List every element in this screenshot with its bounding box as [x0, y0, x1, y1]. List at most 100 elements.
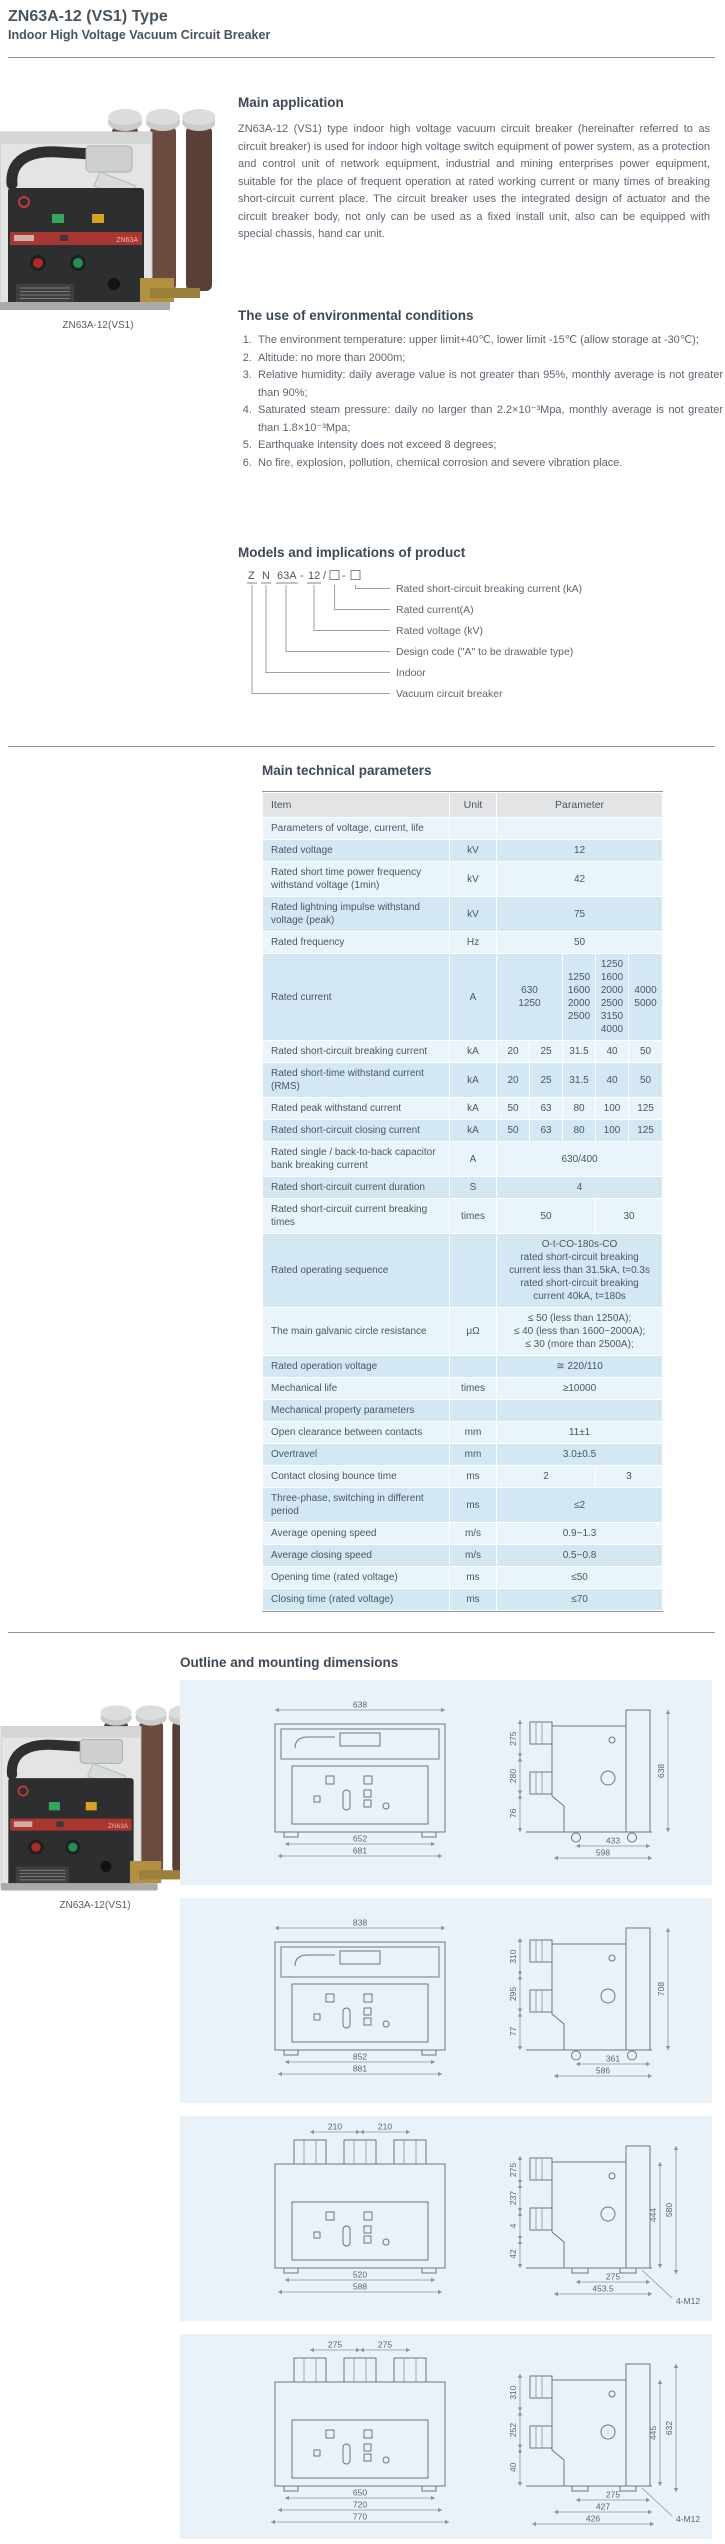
- param-value-cell: 3.0±0.5: [497, 1444, 663, 1465]
- dimension-label: 76: [508, 1808, 518, 1818]
- model-label: Rated current(A): [396, 604, 474, 616]
- table-row: Rated short-circuit breaking current kA 20…: [263, 1041, 663, 1062]
- param-unit-cell: A: [450, 1142, 496, 1176]
- param-value-cell: 31.5: [563, 1063, 595, 1097]
- model-code-part: 63A: [277, 570, 297, 582]
- param-unit-cell: kA: [450, 1120, 496, 1141]
- param-unit-cell: mm: [450, 1444, 496, 1465]
- list-item: Saturated steam pressure: daily no large…: [255, 402, 723, 437]
- param-unit-cell: ms: [450, 1567, 496, 1588]
- dimension-label: 275: [328, 2340, 342, 2350]
- table-row: Rated short-circuit current duration S 4: [263, 1177, 663, 1198]
- dimension-label: 42: [508, 2249, 518, 2259]
- param-item-cell: Mechanical life: [263, 1378, 449, 1399]
- model-label: Rated voltage (kV): [396, 625, 483, 637]
- dimension-label: 252: [508, 2423, 518, 2437]
- param-value-cell: 3: [596, 1466, 663, 1487]
- param-unit-cell: kA: [450, 1098, 496, 1119]
- dimension-label: 638: [656, 1764, 666, 1778]
- param-unit-cell: m/s: [450, 1523, 496, 1544]
- param-value-cell: 40: [596, 1063, 628, 1097]
- model-code-box: [350, 570, 361, 580]
- dimension-label: 650: [353, 2488, 367, 2498]
- param-value-cell: 1250 1600 2000 2500 3150 4000: [596, 954, 628, 1040]
- param-value-cell: 630/400: [497, 1142, 663, 1176]
- param-item-cell: Rated frequency: [263, 932, 449, 953]
- param-value-cell: 50: [497, 1199, 595, 1233]
- model-code-diagram: Z N 63A - 12 / - Rated short-circuit bre…: [247, 570, 582, 700]
- table-row: Parameters of voltage, current, life: [263, 818, 663, 839]
- param-item-cell: Rated short time power frequency withsta…: [263, 862, 449, 896]
- model-code-separator: -: [300, 570, 304, 582]
- param-value-cell: 4000 5000: [629, 954, 663, 1040]
- param-item-cell: Rated operating sequence: [263, 1234, 449, 1307]
- dimension-label: 4: [508, 2223, 518, 2228]
- outline-drawing: 275 275 650 720 770 310 252 40 445 632 275 427 426 4-…: [271, 2340, 700, 2527]
- param-unit-cell: kV: [450, 840, 496, 861]
- param-unit-cell: Hz: [450, 932, 496, 953]
- dimension-label: 310: [508, 2385, 518, 2399]
- dimension-label: 838: [353, 1918, 367, 1928]
- param-value-cell: ≤2: [497, 1488, 663, 1522]
- list-item: The environment temperature: upper limit…: [255, 332, 723, 350]
- table-row: Average opening speed m/s 0.9~1.3: [263, 1523, 663, 1544]
- param-item-cell: Rated short-circuit current breaking tim…: [263, 1199, 449, 1233]
- page-title: ZN63A-12 (VS1) Type: [8, 8, 168, 25]
- dimension-label: 520: [353, 2270, 367, 2280]
- list-item: No fire, explosion, pollution, chemical …: [255, 455, 723, 473]
- dimension-label: 275: [508, 1731, 518, 1745]
- photo-caption: ZN63A-12(VS1): [62, 320, 134, 331]
- param-item-cell: Contact closing bounce time: [263, 1466, 449, 1487]
- table-row: Rated lightning impulse withstand voltag…: [263, 897, 663, 931]
- param-value-cell: ≤50: [497, 1567, 663, 1588]
- parameters-heading: Main technical parameters: [262, 763, 432, 778]
- param-value-cell: ≤ 50 (less than 1250A); ≤ 40 (less than …: [497, 1308, 663, 1355]
- model-code-part: 12: [308, 570, 320, 582]
- main-application-heading: Main application: [238, 95, 344, 110]
- model-label: Vacuum circuit breaker: [396, 688, 503, 700]
- param-item-cell: Average closing speed: [263, 1545, 449, 1566]
- dimension-label: 881: [353, 2064, 367, 2074]
- dimension-label: 632: [664, 2421, 674, 2435]
- outline-drawing-panel: 275 275 650 720 770 310 252 40 445 632 275 427 426 4-…: [180, 2334, 712, 2539]
- dimension-label: 237: [508, 2191, 518, 2205]
- param-value-cell: 0.5~0.8: [497, 1545, 663, 1566]
- dimension-label: 4-M12: [676, 2514, 700, 2524]
- dimension-label: 453.5: [592, 2284, 614, 2294]
- dimension-label: 426: [586, 2514, 600, 2524]
- param-value-cell: 1250 1600 2000 2500: [563, 954, 595, 1040]
- model-code-separator: /: [323, 570, 327, 582]
- dimension-label: 275: [606, 2272, 620, 2282]
- divider: [8, 746, 715, 747]
- param-unit-cell: μΩ: [450, 1308, 496, 1355]
- page-subtitle: Indoor High Voltage Vacuum Circuit Break…: [8, 28, 271, 42]
- param-value-cell: 12: [497, 840, 663, 861]
- param-value-cell: 2: [497, 1466, 595, 1487]
- dimension-label: 275: [606, 2490, 620, 2500]
- param-item-cell: Rated short-circuit current duration: [263, 1177, 449, 1198]
- product-photo-illustration: ZN63A: [0, 1705, 200, 1891]
- param-unit-cell: kV: [450, 897, 496, 931]
- dimension-label: 280: [508, 1769, 518, 1783]
- param-unit-cell: times: [450, 1199, 496, 1233]
- param-value-cell: 20: [497, 1063, 529, 1097]
- param-value-cell: 25: [530, 1041, 562, 1062]
- param-unit-cell: [450, 1234, 496, 1307]
- dimension-label: 4-M12: [676, 2296, 700, 2306]
- param-item-cell: Rated peak withstand current: [263, 1098, 449, 1119]
- param-unit-cell: ms: [450, 1466, 496, 1487]
- param-item-cell: Rated current: [263, 954, 449, 1040]
- photo-badge-text: ZN63A: [108, 1823, 129, 1830]
- table-row: Rated short-time withstand current (RMS)…: [263, 1063, 663, 1097]
- param-item-cell: Rated short-circuit breaking current: [263, 1041, 449, 1062]
- param-item-cell: The main galvanic circle resistance: [263, 1308, 449, 1355]
- param-value-cell: 630 1250: [497, 954, 562, 1040]
- table-row: Rated short time power frequency withsta…: [263, 862, 663, 896]
- param-value-cell: 63: [530, 1120, 562, 1141]
- model-code-part: Z: [248, 570, 255, 582]
- dimension-label: 310: [508, 1949, 518, 1963]
- table-row: Rated current A 630 1250 1250 1600 2000 250…: [263, 954, 663, 1040]
- list-item: Relative humidity: daily average value i…: [255, 367, 723, 402]
- outline-drawing: 210 210 520 588 275 237 4 42 444 580 275 453.5 4-M12: [274, 2122, 700, 2306]
- dimension-label: 361: [606, 2054, 620, 2064]
